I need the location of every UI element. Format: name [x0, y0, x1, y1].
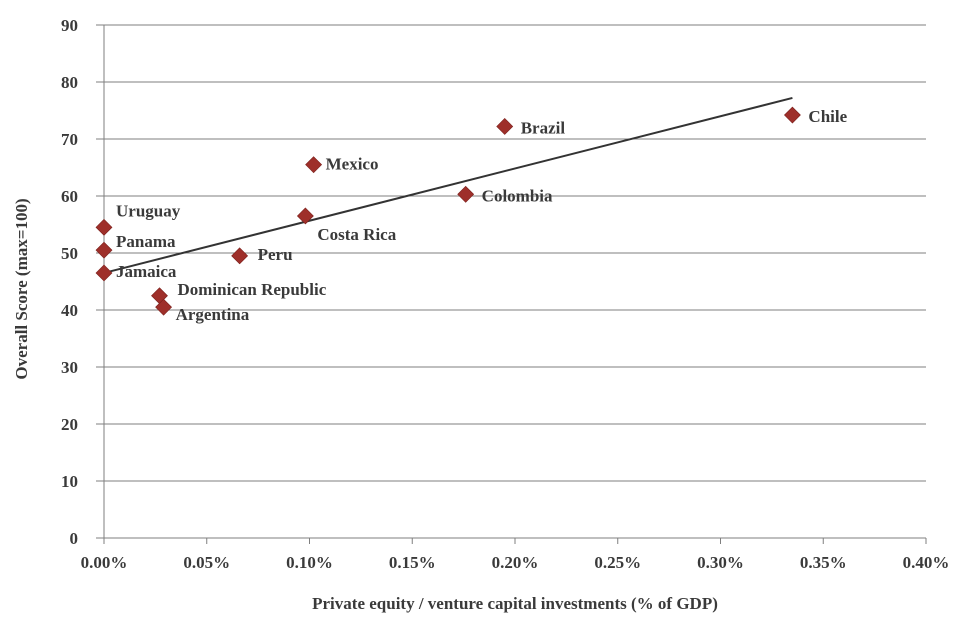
point-label-uruguay: Uruguay — [116, 201, 181, 220]
y-tick-label: 50 — [61, 244, 78, 263]
data-point-brazil — [496, 118, 514, 135]
x-axis-title: Private equity / venture capital investm… — [312, 594, 718, 613]
data-point-panama — [95, 241, 113, 259]
x-tick-labels: 0.00% 0.05% 0.10% 0.15% 0.20% 0.25% 0.30% 0.35%… — [81, 553, 950, 572]
trendline — [103, 96, 793, 274]
y-axis-title: Overall Score (max=100) — [12, 198, 31, 379]
y-tick-label: 60 — [61, 187, 78, 206]
point-label-costa-rica: Costa Rica — [317, 225, 396, 244]
x-tick-label: 0.05% — [183, 553, 230, 572]
data-points — [95, 106, 801, 316]
point-label-argentina: Argentina — [176, 305, 250, 324]
point-label-chile: Chile — [808, 107, 847, 126]
x-tick-label: 0.25% — [594, 553, 641, 572]
y-tick-label: 70 — [61, 130, 78, 149]
point-label-peru: Peru — [258, 245, 293, 264]
y-tick-label: 20 — [61, 415, 78, 434]
y-tick-labels: 0 10 20 30 40 50 60 70 80 90 — [61, 16, 78, 548]
y-tick-label: 10 — [61, 472, 78, 491]
point-label-dominican-republic: Dominican Republic — [177, 280, 326, 299]
x-tick-label: 0.30% — [697, 553, 744, 572]
x-tick-label: 0.35% — [800, 553, 847, 572]
data-point-chile — [784, 106, 801, 124]
x-tick-label: 0.40% — [903, 553, 950, 572]
y-tick-label: 40 — [61, 301, 78, 320]
y-tick-label: 90 — [61, 16, 78, 35]
point-label-mexico: Mexico — [326, 155, 379, 174]
y-tick-label: 80 — [61, 73, 78, 92]
point-label-colombia: Colombia — [482, 186, 553, 205]
data-point-colombia — [457, 185, 475, 203]
grid-lines — [104, 24, 926, 482]
x-tick-label: 0.00% — [81, 553, 128, 572]
data-point-uruguay — [95, 218, 113, 236]
data-point-costa-rica — [296, 207, 314, 225]
y-tick-label: 0 — [70, 529, 79, 548]
axes — [96, 24, 927, 544]
y-tick-label: 30 — [61, 358, 78, 377]
data-point-peru — [231, 247, 249, 265]
trendline-group — [103, 96, 793, 274]
data-point-mexico — [305, 156, 323, 174]
x-tick-label: 0.20% — [492, 553, 539, 572]
x-tick-label: 0.10% — [286, 553, 333, 572]
point-label-jamaica: Jamaica — [116, 262, 177, 281]
data-point-argentina — [155, 298, 173, 316]
data-point-jamaica — [95, 264, 113, 282]
point-label-brazil: Brazil — [521, 118, 566, 137]
point-label-panama: Panama — [116, 232, 176, 251]
x-tick-label: 0.15% — [389, 553, 436, 572]
